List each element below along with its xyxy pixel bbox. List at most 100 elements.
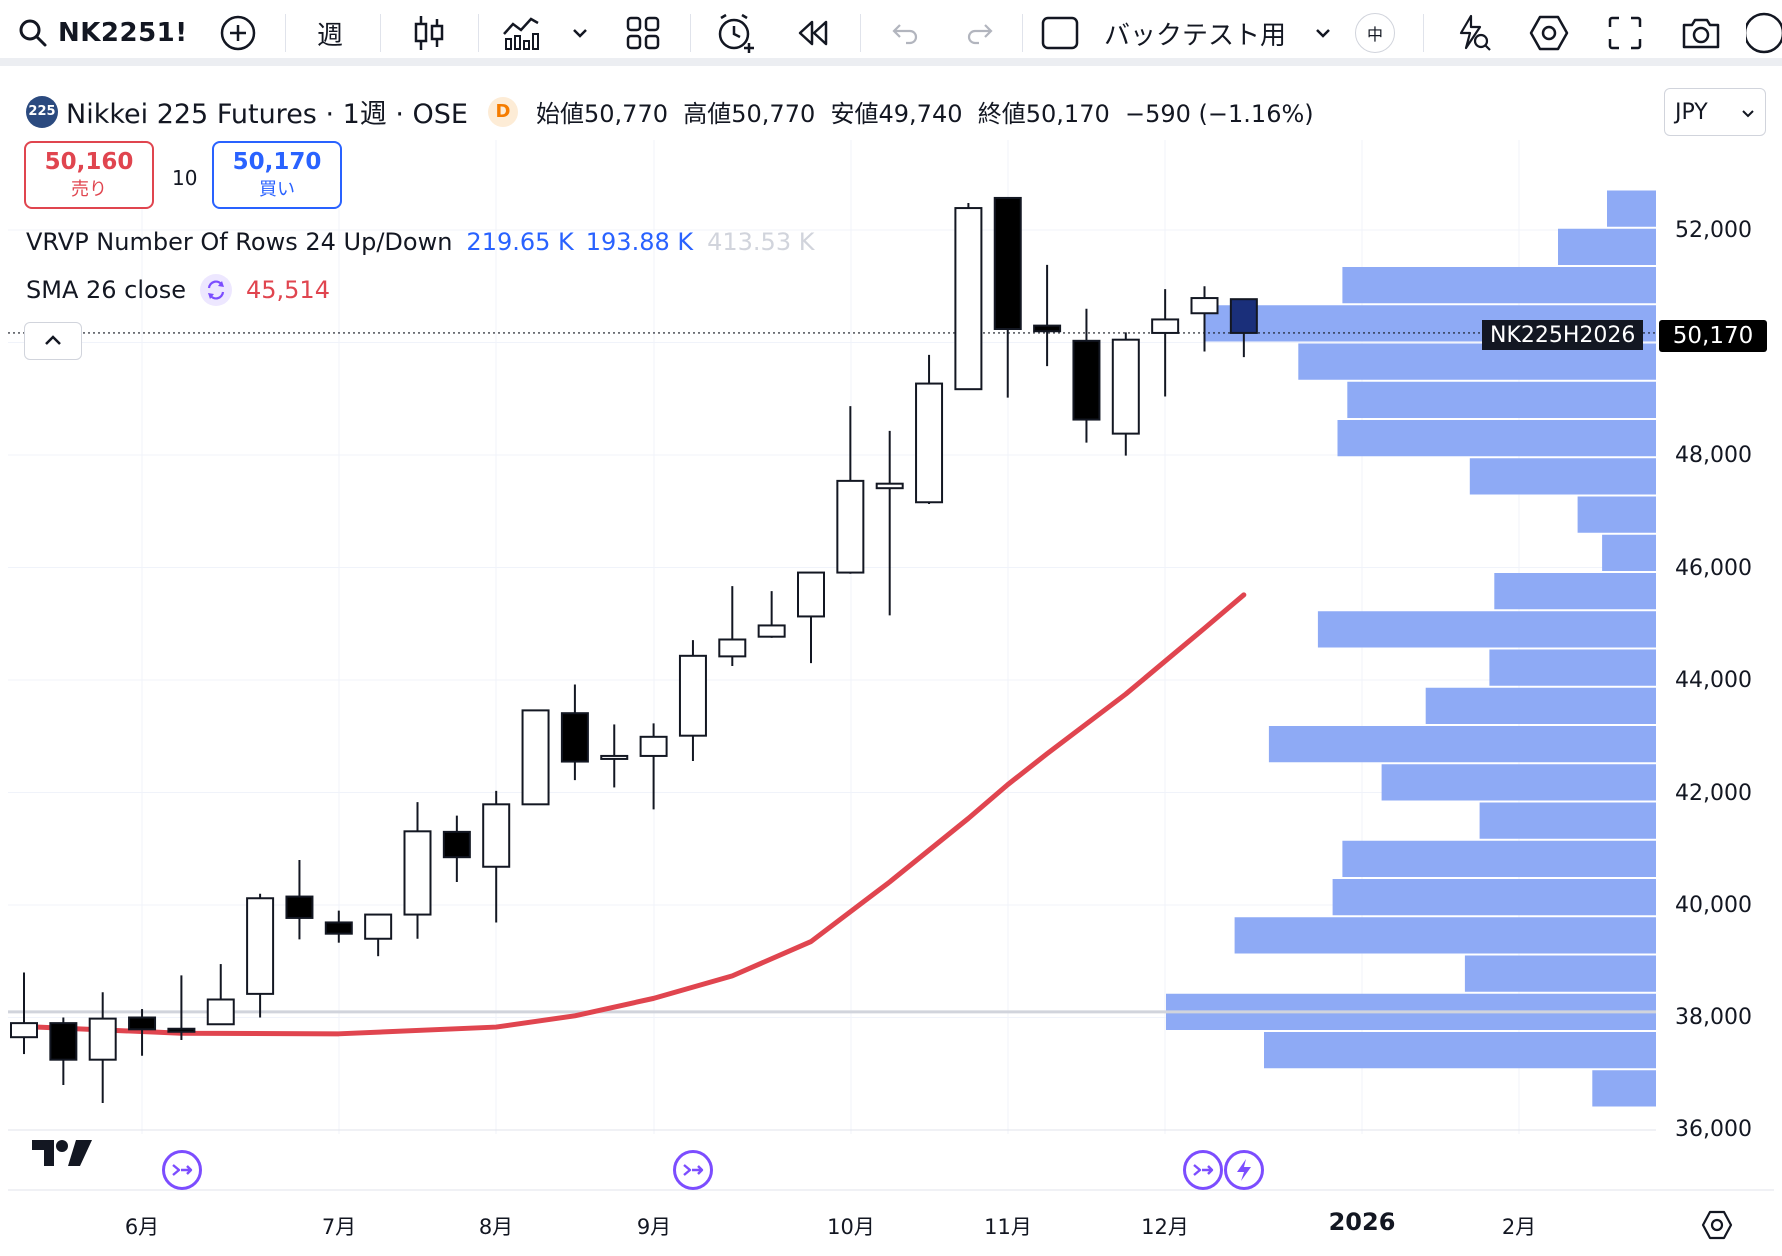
candle-body	[836, 479, 865, 574]
volume-profile-row	[1607, 190, 1656, 227]
layouts-button[interactable]	[620, 8, 666, 58]
symbol-search[interactable]: NK2251!	[18, 8, 188, 58]
price-axis-label: 44,000	[1675, 668, 1752, 693]
lightning-event-icon[interactable]	[1224, 1150, 1264, 1190]
economic-event-icon[interactable]	[1183, 1150, 1223, 1190]
low-value: 49,740	[878, 100, 963, 128]
chevron-down-icon	[1741, 100, 1755, 125]
last-price-tag: 50,170	[1659, 320, 1767, 352]
candle-body	[482, 803, 511, 868]
compare-symbol-button[interactable]	[215, 8, 261, 58]
sell-button[interactable]: 50,160 売り	[24, 141, 154, 209]
rewind-icon	[795, 18, 831, 48]
high-value: 50,770	[731, 100, 816, 128]
buy-label: 買い	[259, 179, 295, 200]
candle-body	[88, 1017, 117, 1061]
time-axis-label: 7月	[321, 1215, 357, 1239]
candle-body	[1072, 339, 1101, 421]
ohlc-values: 始値50,770 高値50,770 安値49,740 終値50,170 −590…	[536, 94, 1314, 129]
candle-body	[10, 1022, 38, 1039]
time-axis-label: 11月	[984, 1215, 1032, 1239]
candle-body	[49, 1022, 78, 1061]
refresh-icon[interactable]	[199, 274, 232, 306]
chart-settings-button[interactable]	[1526, 8, 1572, 58]
chevron-down-icon	[571, 27, 589, 39]
vrvp-down-value: 193.88 K	[585, 228, 694, 256]
vrvp-label: VRVP Number Of Rows 24 Up/Down	[26, 228, 453, 256]
volume-profile-row	[1592, 1070, 1656, 1107]
symbol-legend: 225 Nikkei 225 Futures · 1週 · OSE D 始値50…	[26, 92, 1314, 131]
camera-icon	[1680, 15, 1722, 51]
delayed-data-badge[interactable]: D	[488, 96, 518, 127]
close-label: 終値	[977, 100, 1026, 128]
interval-button[interactable]: 週	[316, 20, 343, 51]
sell-label: 売り	[71, 179, 107, 200]
volume-profile-row	[1469, 458, 1656, 495]
screenshot-button[interactable]	[1678, 8, 1724, 58]
toolbar-divider	[690, 14, 691, 52]
candle-body	[1151, 318, 1180, 334]
symbol-price-tag: NK225H2026	[1482, 320, 1644, 350]
vrvp-total-value: 413.53 K	[707, 228, 815, 256]
tradingview-logo[interactable]	[30, 1136, 94, 1174]
plus-circle-icon	[219, 14, 257, 52]
axis-settings-button[interactable]	[1700, 1208, 1734, 1246]
buy-button[interactable]: 50,170 買い	[212, 141, 342, 209]
candle-body	[521, 709, 550, 806]
chevron-down-icon	[1314, 27, 1332, 39]
volume-profile-row	[1337, 420, 1656, 457]
volume-profile-row	[1347, 381, 1656, 418]
layout-dropdown[interactable]	[1310, 8, 1336, 58]
candle-body	[403, 830, 432, 916]
fullscreen-button[interactable]	[1602, 8, 1648, 58]
indicators-icon	[501, 14, 541, 52]
undo-icon	[890, 21, 920, 45]
volume-profile-row	[1577, 496, 1656, 533]
candle-body	[285, 895, 314, 919]
mid-badge-button[interactable]: 中	[1352, 8, 1398, 58]
indicators-dropdown[interactable]	[566, 8, 594, 58]
chart-type-button[interactable]	[406, 8, 452, 58]
price-axis-label: 46,000	[1675, 556, 1752, 581]
price-axis-label: 48,000	[1675, 443, 1752, 468]
candles-icon	[412, 13, 446, 53]
redo-button[interactable]	[960, 8, 1000, 58]
buy-price: 50,170	[232, 149, 322, 175]
symbol-title[interactable]: Nikkei 225 Futures · 1週 · OSE	[66, 99, 468, 130]
toolbar-divider	[1022, 14, 1023, 52]
vrvp-legend[interactable]: VRVP Number Of Rows 24 Up/Down 219.65 K …	[26, 228, 814, 256]
collapse-legend-button[interactable]	[24, 322, 82, 360]
quick-search-button[interactable]	[1450, 8, 1496, 58]
replay-button[interactable]	[790, 8, 836, 58]
time-axis-label: 9月	[636, 1215, 672, 1239]
volume-profile-row	[1342, 267, 1656, 304]
toolbar-divider	[1423, 14, 1424, 52]
high-label: 高値	[683, 100, 732, 128]
undo-button[interactable]	[885, 8, 925, 58]
layout-name[interactable]: バックテスト用	[1104, 20, 1287, 51]
square-icon	[1040, 15, 1080, 51]
currency-label: JPY	[1675, 99, 1708, 125]
price-axis-label: 38,000	[1675, 1005, 1752, 1030]
candle-body	[993, 196, 1022, 330]
fullscreen-icon	[1607, 15, 1643, 51]
sma-legend[interactable]: SMA 26 close 45,514	[26, 274, 330, 306]
economic-event-icon[interactable]	[673, 1150, 713, 1190]
layout-square-button[interactable]	[1038, 8, 1082, 58]
alert-button[interactable]	[712, 8, 760, 58]
search-icon	[18, 18, 48, 48]
publish-button[interactable]	[1746, 8, 1782, 58]
volume-profile-row	[1264, 1032, 1656, 1069]
low-label: 安値	[830, 100, 879, 128]
sma-value: 45,514	[245, 276, 330, 304]
indicators-button[interactable]	[498, 8, 544, 58]
currency-selector[interactable]: JPY	[1664, 88, 1766, 136]
grid-layout-icon	[625, 15, 661, 51]
economic-event-icon[interactable]	[162, 1150, 202, 1190]
price-axis-label: 52,000	[1675, 218, 1752, 243]
time-axis-label: 10月	[827, 1215, 875, 1239]
candle-body	[167, 1027, 196, 1033]
volume-profile-row	[1558, 228, 1656, 265]
candle-body	[875, 482, 904, 490]
